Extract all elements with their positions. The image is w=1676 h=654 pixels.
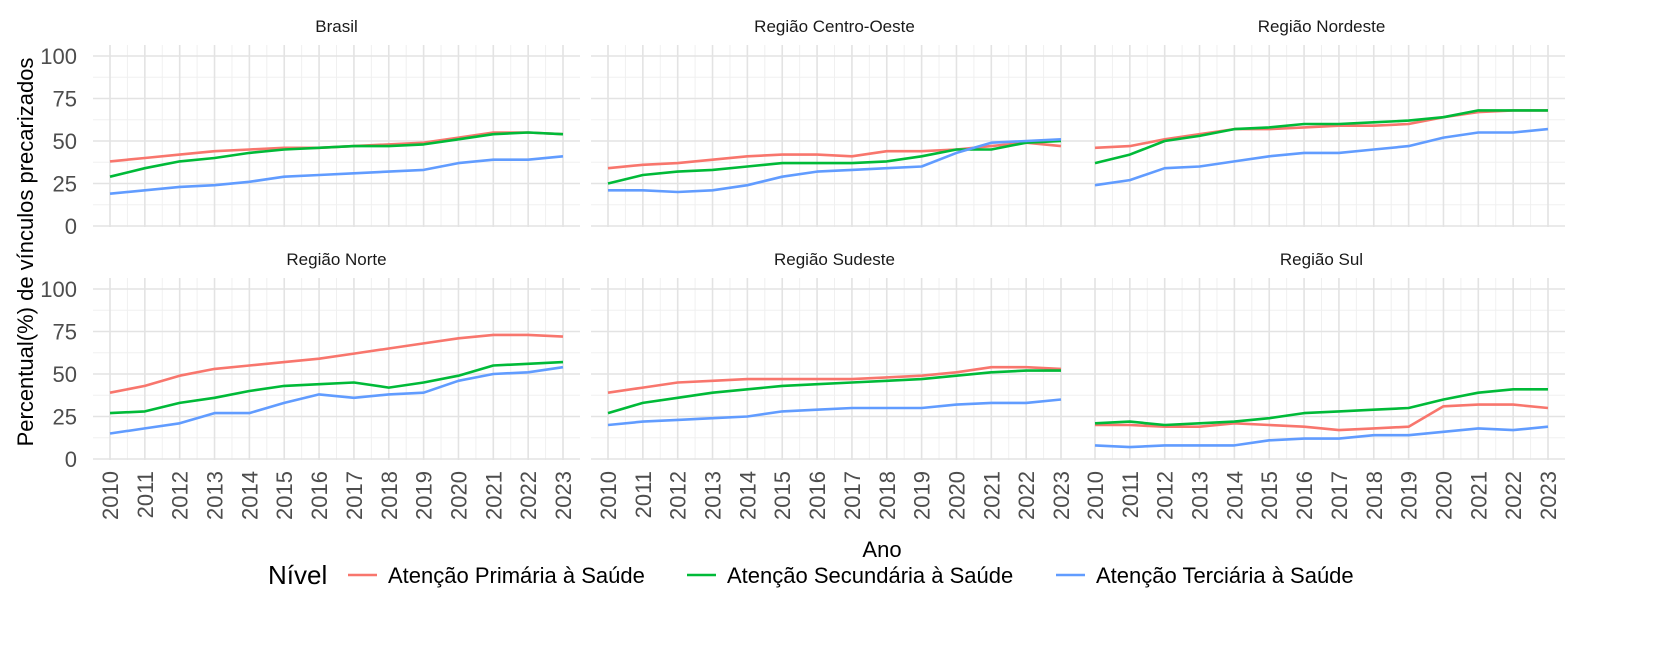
y-tick-label: 50 bbox=[53, 362, 77, 387]
x-tick-label: 2018 bbox=[1362, 471, 1387, 520]
series-line-atencao-primaria-a-saude bbox=[109, 333, 564, 394]
x-tick-label: 2021 bbox=[1466, 471, 1491, 520]
legend-label-atencao-terciaria-a-saude: Atenção Terciária à Saúde bbox=[1096, 563, 1354, 588]
x-tick-label: 2020 bbox=[1431, 471, 1456, 520]
x-tick-label: 2015 bbox=[1257, 471, 1282, 520]
panel-title-regiao-sul: Região Sul bbox=[1280, 250, 1363, 269]
y-axis-title: Percentual(%) de vínculos precarizados bbox=[13, 58, 38, 447]
legend: Nível Atenção Primária à Saúde Atenção Sec… bbox=[268, 560, 1354, 590]
panel-title-regiao-centro-oeste: Região Centro-Oeste bbox=[754, 17, 915, 36]
x-tick-label: 2016 bbox=[1292, 471, 1317, 520]
y-tick-label: 0 bbox=[65, 214, 77, 239]
x-tick-label: 2018 bbox=[377, 471, 402, 520]
x-tick-label: 2018 bbox=[875, 471, 900, 520]
x-tick-label: 2023 bbox=[1536, 471, 1561, 520]
panel-title-brasil: Brasil bbox=[315, 17, 358, 36]
series-line-atencao-terciaria-a-saude bbox=[109, 155, 564, 195]
x-tick-label: 2011 bbox=[631, 471, 656, 518]
series-line-atencao-secundaria-a-saude bbox=[1094, 387, 1548, 427]
x-tick-label: 2014 bbox=[1222, 471, 1247, 520]
x-tick-label: 2011 bbox=[1118, 471, 1143, 518]
series-line-atencao-secundaria-a-saude bbox=[109, 360, 564, 415]
series-line-atencao-terciaria-a-saude bbox=[109, 365, 564, 435]
legend-entry-atencao-secundaria-a-saude: Atenção Secundária à Saúde bbox=[687, 563, 1013, 588]
legend-entry-atencao-terciaria-a-saude: Atenção Terciária à Saúde bbox=[1056, 563, 1354, 588]
x-axis-title: Ano bbox=[862, 537, 901, 562]
y-tick-label: 100 bbox=[40, 277, 77, 302]
series-line-atencao-terciaria-a-saude bbox=[607, 398, 1062, 427]
x-tick-label: 2014 bbox=[237, 471, 262, 520]
series-line-atencao-secundaria-a-saude bbox=[1094, 109, 1548, 165]
x-tick-label: 2020 bbox=[944, 471, 969, 520]
x-tick-label: 2017 bbox=[840, 471, 865, 520]
x-tick-label: 2019 bbox=[1397, 471, 1422, 520]
series-line-atencao-primaria-a-saude bbox=[607, 365, 1062, 394]
series-line-atencao-secundaria-a-saude bbox=[607, 139, 1062, 185]
x-tick-label: 2016 bbox=[805, 471, 830, 520]
x-tick-label: 2019 bbox=[412, 471, 437, 520]
x-tick-label: 2017 bbox=[342, 471, 367, 520]
x-tick-label: 2020 bbox=[446, 471, 471, 520]
x-tick-label: 2017 bbox=[1327, 471, 1352, 520]
x-tick-label: 2012 bbox=[168, 471, 193, 520]
y-tick-label: 100 bbox=[40, 44, 77, 69]
x-tick-label: 2014 bbox=[735, 471, 760, 520]
x-tick-label: 2022 bbox=[1501, 471, 1526, 520]
y-tick-label: 75 bbox=[53, 320, 77, 345]
x-tick-label: 2015 bbox=[770, 471, 795, 520]
x-tick-label: 2012 bbox=[666, 471, 691, 520]
panels-layer: Brasil 0 25 50 75 100 Região Centro-Oeste Regiã… bbox=[40, 17, 1565, 520]
panel-regiao-sul: Região Sul 2010 2011 2012 2013 2014 2015 2016 20… bbox=[1078, 250, 1565, 520]
panel-title-regiao-sudeste: Região Sudeste bbox=[774, 250, 895, 269]
series-line-atencao-secundaria-a-saude bbox=[607, 369, 1061, 415]
x-tick-label: 2013 bbox=[203, 471, 228, 520]
x-tick-label: 2010 bbox=[98, 471, 123, 520]
legend-label-atencao-primaria-a-saude: Atenção Primária à Saúde bbox=[388, 563, 645, 588]
x-tick-label: 2021 bbox=[481, 471, 506, 520]
series-line-atencao-primaria-a-saude bbox=[1095, 403, 1549, 432]
y-tick-label: 25 bbox=[53, 172, 77, 197]
legend-title: Nível bbox=[268, 560, 327, 590]
series-line-atencao-terciaria-a-saude bbox=[1094, 425, 1549, 449]
panel-title-regiao-norte: Região Norte bbox=[286, 250, 386, 269]
x-tick-label: 2021 bbox=[979, 471, 1004, 520]
series-line-atencao-primaria-a-saude bbox=[1094, 109, 1548, 150]
x-tick-label: 2019 bbox=[910, 471, 935, 520]
x-tick-label: 2023 bbox=[551, 471, 576, 520]
panel-regiao-norte: Região Norte 0 25 50 75 100 2010 2011 2012 2013 20… bbox=[40, 250, 580, 520]
panel-brasil: Brasil 0 25 50 75 100 bbox=[40, 17, 580, 239]
x-tick-label: 2023 bbox=[1049, 471, 1074, 520]
panel-regiao-sudeste: Região Sudeste 2010 2011 2012 2013 2014 2015 20… bbox=[591, 250, 1078, 520]
x-tick-label: 2013 bbox=[701, 471, 726, 520]
x-tick-label: 2010 bbox=[596, 471, 621, 520]
panel-title-regiao-nordeste: Região Nordeste bbox=[1258, 17, 1386, 36]
series-line-atencao-secundaria-a-saude bbox=[109, 131, 564, 178]
panel-regiao-nordeste: Região Nordeste bbox=[1078, 17, 1565, 227]
series-line-atencao-primaria-a-saude bbox=[607, 141, 1062, 170]
y-tick-label: 50 bbox=[53, 129, 77, 154]
legend-entry-atencao-primaria-a-saude: Atenção Primária à Saúde bbox=[348, 563, 645, 588]
x-tick-label: 2016 bbox=[307, 471, 332, 520]
panel-regiao-centro-oeste: Região Centro-Oeste bbox=[591, 17, 1078, 227]
x-tick-label: 2022 bbox=[516, 471, 541, 520]
x-tick-label: 2011 bbox=[133, 471, 158, 518]
series-line-atencao-terciaria-a-saude bbox=[1094, 127, 1549, 187]
x-tick-label: 2013 bbox=[1188, 471, 1213, 520]
legend-label-atencao-secundaria-a-saude: Atenção Secundária à Saúde bbox=[727, 563, 1013, 588]
x-tick-label: 2012 bbox=[1153, 471, 1178, 520]
x-tick-label: 2015 bbox=[272, 471, 297, 520]
y-tick-label: 0 bbox=[65, 447, 77, 472]
y-tick-label: 75 bbox=[53, 87, 77, 112]
series-line-atencao-terciaria-a-saude bbox=[608, 138, 1062, 194]
x-tick-label: 2010 bbox=[1083, 471, 1108, 520]
x-tick-label: 2022 bbox=[1014, 471, 1039, 520]
y-tick-label: 25 bbox=[53, 405, 77, 430]
